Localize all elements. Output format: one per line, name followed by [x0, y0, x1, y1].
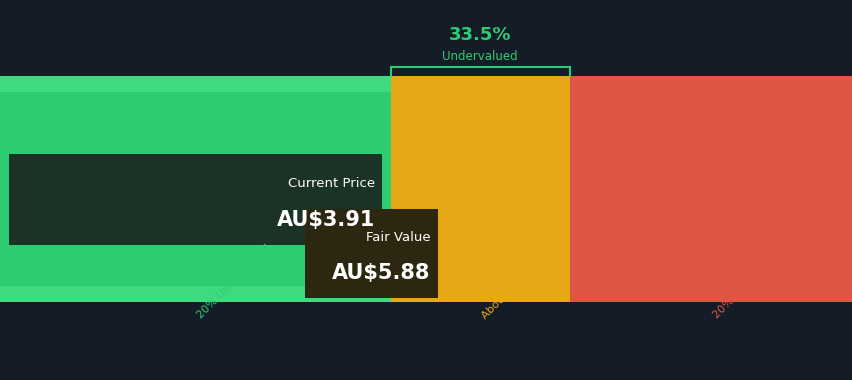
Bar — [390, 76, 569, 302]
Bar — [305, 209, 437, 298]
Text: 33.5%: 33.5% — [448, 26, 511, 44]
Text: 20% Undervalued: 20% Undervalued — [195, 243, 273, 321]
Bar — [0, 76, 390, 92]
Text: AU$3.91: AU$3.91 — [277, 209, 375, 230]
Bar — [0, 76, 390, 302]
Text: 20% Overvalued: 20% Overvalued — [711, 248, 783, 321]
Bar — [9, 154, 382, 245]
Text: Fair Value: Fair Value — [366, 231, 430, 244]
Bar — [569, 76, 852, 302]
Text: AU$5.88: AU$5.88 — [332, 263, 430, 283]
Bar — [0, 286, 390, 302]
Text: About Right: About Right — [480, 267, 533, 321]
Text: Undervalued: Undervalued — [442, 50, 517, 63]
Text: Current Price: Current Price — [288, 177, 375, 190]
